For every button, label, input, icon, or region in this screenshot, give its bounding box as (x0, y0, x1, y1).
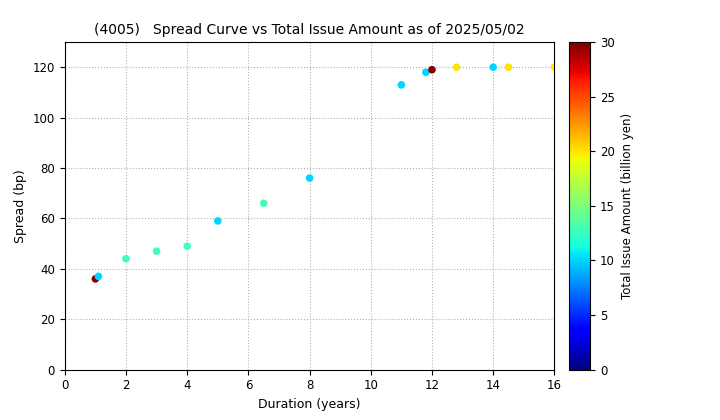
Point (396, 81, 408, 88)
Point (212, 218, 224, 224)
Point (549, 64, 560, 71)
Point (503, 64, 514, 71)
Point (420, 69, 432, 76)
Y-axis label: Total Issue Amount (billion yen): Total Issue Amount (billion yen) (621, 113, 634, 299)
Point (151, 248, 163, 255)
Point (451, 64, 462, 71)
Point (93, 273, 104, 280)
Point (181, 243, 193, 249)
Point (120, 255, 132, 262)
Point (89, 276, 101, 282)
Y-axis label: Spread (bp): Spread (bp) (14, 169, 27, 243)
Title: (4005)   Spread Curve vs Total Issue Amount as of 2025/05/02: (4005) Spread Curve vs Total Issue Amoun… (94, 23, 525, 37)
Point (487, 64, 499, 71)
Point (304, 175, 315, 181)
X-axis label: Duration (years): Duration (years) (258, 398, 361, 411)
Point (426, 66, 438, 73)
Point (258, 200, 269, 207)
